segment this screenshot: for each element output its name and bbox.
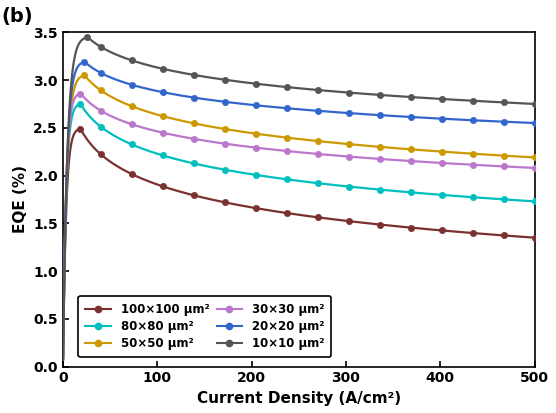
Legend: 100×100 μm², 80×80 μm², 50×50 μm², 30×30 μm², 20×20 μm², 10×10 μm²: 100×100 μm², 80×80 μm², 50×50 μm², 30×30… bbox=[78, 296, 331, 357]
Y-axis label: EQE (%): EQE (%) bbox=[13, 166, 28, 233]
Text: (b): (b) bbox=[2, 7, 33, 26]
X-axis label: Current Density (A/cm²): Current Density (A/cm²) bbox=[197, 391, 401, 406]
